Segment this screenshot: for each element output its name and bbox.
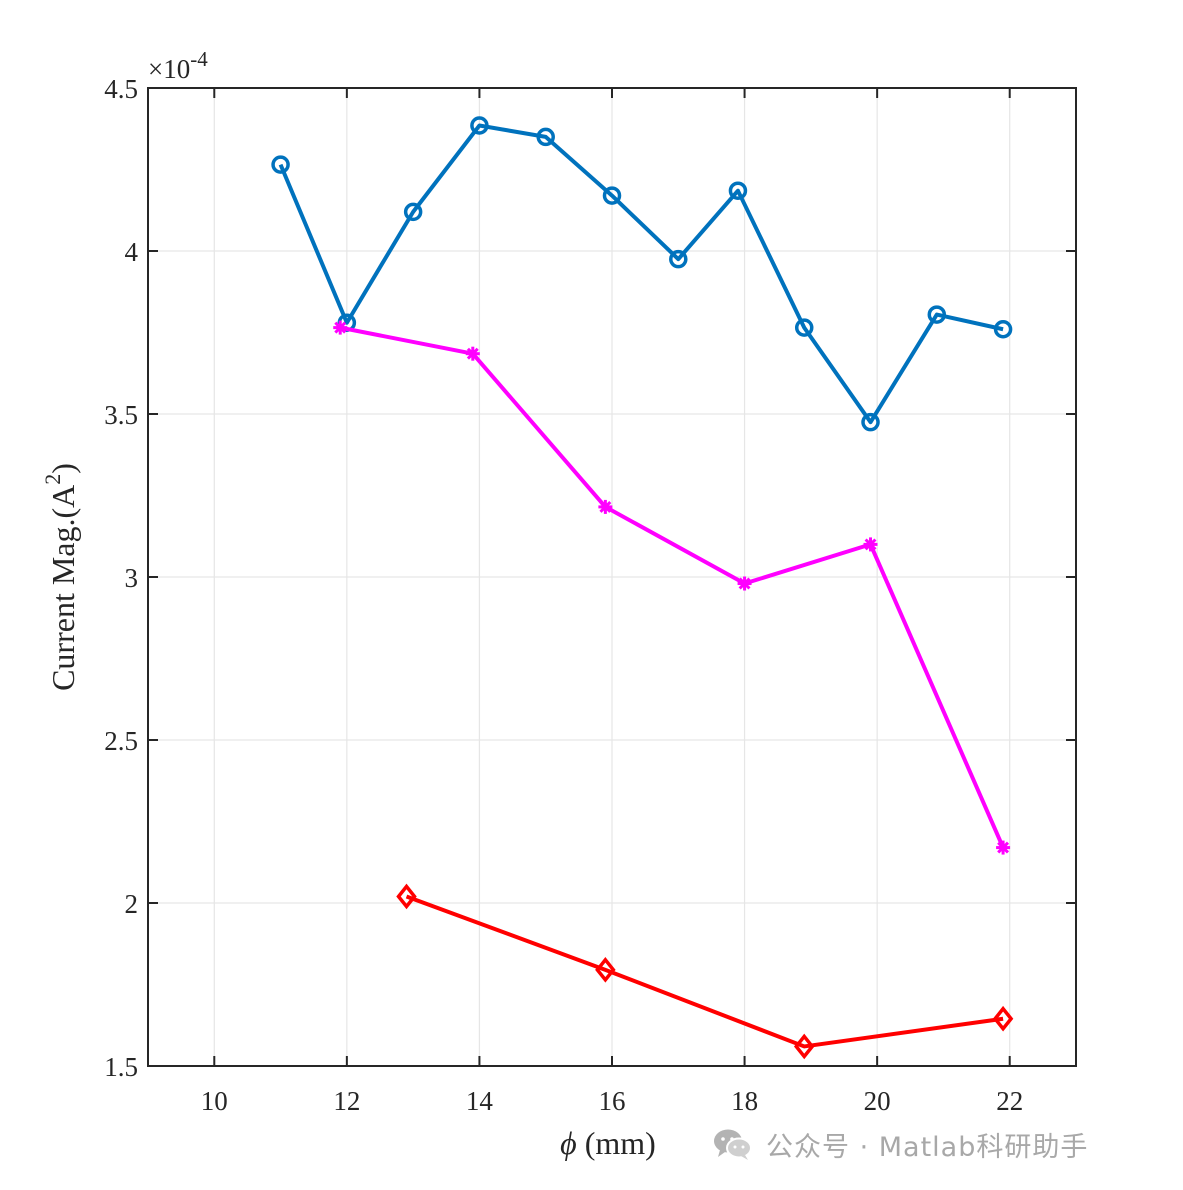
data-point-asterisk	[996, 840, 1011, 855]
axis-ticks	[148, 87, 1076, 1067]
y-tick-label: 4	[125, 237, 139, 267]
wechat-icon	[714, 1129, 752, 1160]
grid-lines	[148, 87, 1076, 1067]
data-point-circle	[602, 186, 622, 205]
data-point-circle	[536, 127, 555, 147]
data-point-diamond	[396, 883, 417, 910]
watermark-text: 公众号 · Matlab科研助手	[766, 1131, 1089, 1163]
data-point-diamond	[595, 957, 616, 983]
x-tick-label: 10	[201, 1086, 228, 1116]
data-point-asterisk	[863, 537, 878, 552]
data-point-asterisk	[737, 576, 752, 591]
y-exponent-label: ×10-4	[148, 47, 208, 84]
data-point-circle	[728, 181, 748, 200]
x-tick-label: 12	[333, 1086, 360, 1116]
series-line	[405, 894, 1004, 1049]
data-point-circle	[470, 116, 489, 135]
data-point-circle	[861, 412, 880, 432]
data-point-circle	[403, 202, 423, 222]
data-series	[271, 116, 1014, 1060]
y-tick-label: 1.5	[104, 1052, 138, 1082]
data-point-circle	[669, 249, 688, 269]
data-point-asterisk	[465, 346, 480, 361]
y-tick-label: 2.5	[104, 726, 138, 756]
data-point-asterisk	[333, 320, 348, 335]
y-tick-label: 3.5	[104, 400, 138, 430]
x-tick-label: 20	[864, 1086, 891, 1116]
data-point-asterisk	[598, 499, 613, 514]
data-point-diamond	[793, 1033, 815, 1060]
tick-labels: 10 12 14 16 18 20 22 1.5 2 2.5 3 3.5 4 4.5	[104, 74, 1023, 1116]
x-tick-label: 16	[599, 1086, 626, 1116]
y-axis-label: Current Mag.(A2)	[40, 463, 81, 691]
x-tick-label: 22	[996, 1086, 1023, 1116]
y-tick-label: 4.5	[104, 74, 138, 104]
series-line	[278, 123, 1004, 425]
data-point-diamond	[992, 1005, 1014, 1032]
watermark: 公众号 · Matlab科研助手	[712, 1122, 1088, 1166]
data-point-circle	[794, 318, 814, 337]
x-tick-label: 18	[731, 1086, 758, 1116]
y-tick-label: 2	[125, 889, 139, 919]
series-line	[339, 325, 1005, 849]
data-point-circle	[271, 155, 290, 174]
x-tick-label: 14	[466, 1086, 494, 1116]
data-point-circle	[993, 319, 1013, 339]
y-tick-label: 3	[125, 563, 139, 593]
x-axis-label: ϕ (mm)	[560, 1125, 656, 1161]
data-point-circle	[927, 305, 947, 324]
